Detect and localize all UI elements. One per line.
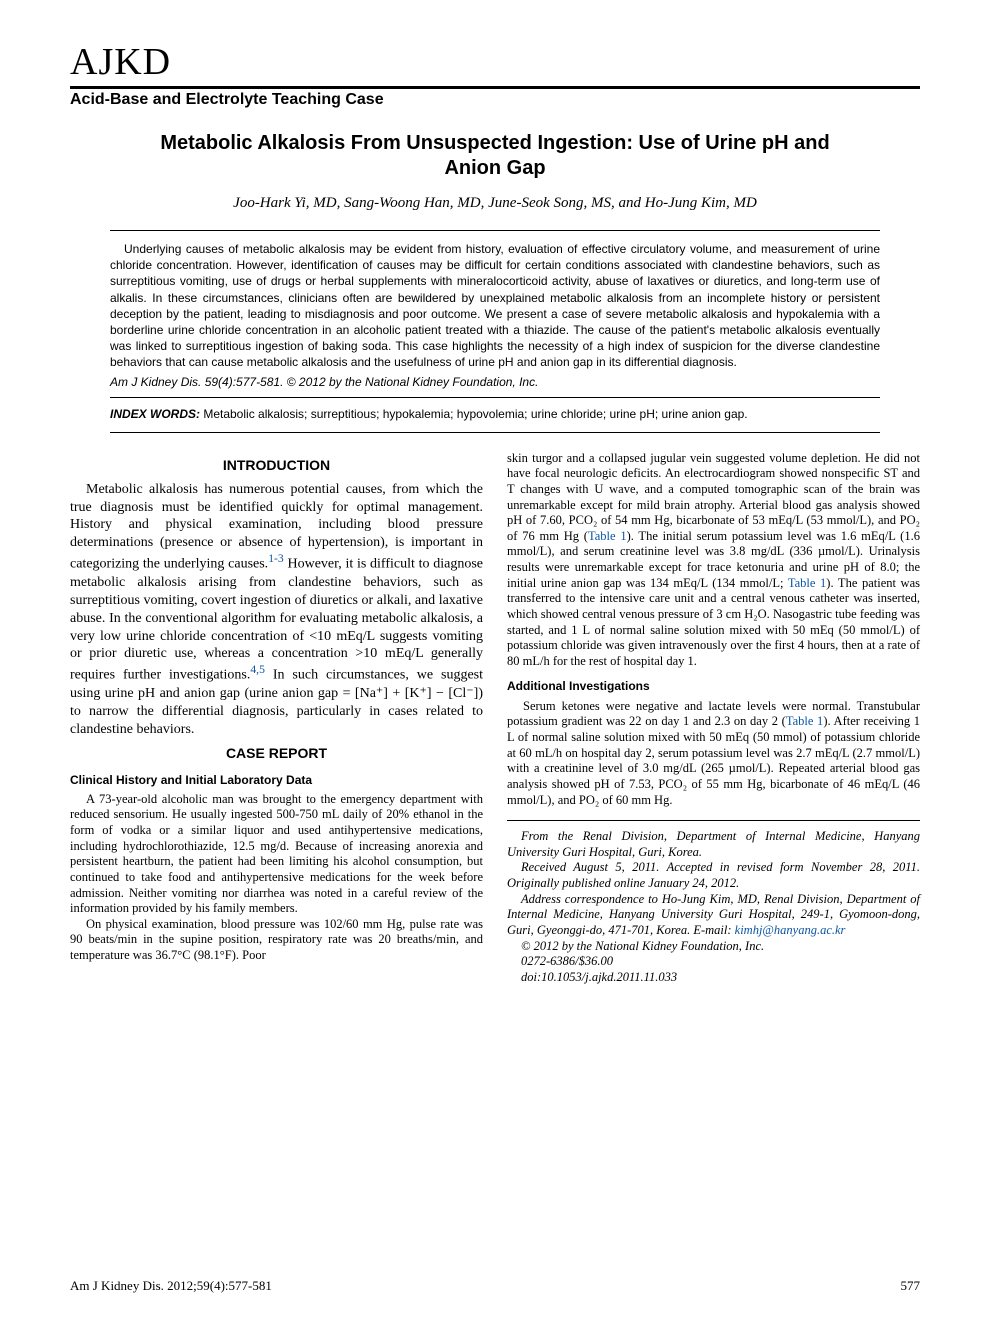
affil-address-text: Address correspondence to Ho-Jung Kim, M… [507, 892, 920, 937]
subheading-clinical-history: Clinical History and Initial Laboratory … [70, 773, 483, 788]
index-words-label: INDEX WORDS: [110, 407, 200, 421]
intro-paragraph: Metabolic alkalosis has numerous potenti… [70, 481, 483, 739]
affil-correspondence: Address correspondence to Ho-Jung Kim, M… [507, 892, 920, 939]
article-authors: Joo-Hark Yi, MD, Sang-Woong Han, MD, Jun… [70, 195, 920, 212]
abstract-text: Underlying causes of metabolic alkalosis… [110, 241, 880, 371]
additional-paragraph: Serum ketones were negative and lactate … [507, 699, 920, 808]
ref-link-4-5[interactable]: 4,5 [250, 663, 265, 676]
header-rule [70, 86, 920, 89]
subheading-additional: Additional Investigations [507, 679, 920, 694]
article-title: Metabolic Alkalosis From Unsuspected Ing… [130, 131, 860, 181]
affil-dates: Received August 5, 2011. Accepted in rev… [507, 860, 920, 891]
clinical-paragraph-1: A 73-year-old alcoholic man was brought … [70, 792, 483, 917]
clinical-paragraph-2: On physical examination, blood pressure … [70, 917, 483, 964]
column-right: skin turgor and a collapsed jugular vein… [507, 451, 920, 986]
ref-link-1-3[interactable]: 1-3 [268, 552, 284, 565]
heading-introduction: INTRODUCTION [70, 457, 483, 475]
clinical-paragraph-3: skin turgor and a collapsed jugular vein… [507, 451, 920, 670]
affiliation-block: From the Renal Division, Department of I… [507, 820, 920, 985]
table-link-1c[interactable]: Table 1 [786, 714, 823, 728]
index-words-text: Metabolic alkalosis; surreptitious; hypo… [200, 407, 748, 421]
affil-doi: doi:10.1053/j.ajkd.2011.11.033 [507, 970, 920, 986]
page-footer: Am J Kidney Dis. 2012;59(4):577-581 577 [70, 1278, 920, 1294]
table-link-1a[interactable]: Table 1 [588, 529, 627, 543]
affil-from: From the Renal Division, Department of I… [507, 829, 920, 860]
intro-text-b: However, it is difficult to diagnose met… [70, 557, 483, 683]
section-label: Acid-Base and Electrolyte Teaching Case [70, 91, 920, 109]
footer-page-number: 577 [901, 1278, 921, 1294]
column-left: INTRODUCTION Metabolic alkalosis has num… [70, 451, 483, 986]
abstract-box: Underlying causes of metabolic alkalosis… [110, 230, 880, 398]
table-link-1b[interactable]: Table 1 [788, 576, 826, 590]
body-columns: INTRODUCTION Metabolic alkalosis has num… [70, 451, 920, 986]
affil-email-link[interactable]: kimhj@hanyang.ac.kr [735, 923, 846, 937]
affil-copyright: © 2012 by the National Kidney Foundation… [507, 939, 920, 955]
heading-case-report: CASE REPORT [70, 745, 483, 763]
affil-issn: 0272-6386/$36.00 [507, 954, 920, 970]
journal-logo: AJKD [70, 40, 920, 84]
footer-citation: Am J Kidney Dis. 2012;59(4):577-581 [70, 1278, 272, 1294]
article-citation: Am J Kidney Dis. 59(4):577-581. © 2012 b… [110, 375, 880, 389]
index-words: INDEX WORDS: Metabolic alkalosis; surrep… [110, 406, 880, 433]
